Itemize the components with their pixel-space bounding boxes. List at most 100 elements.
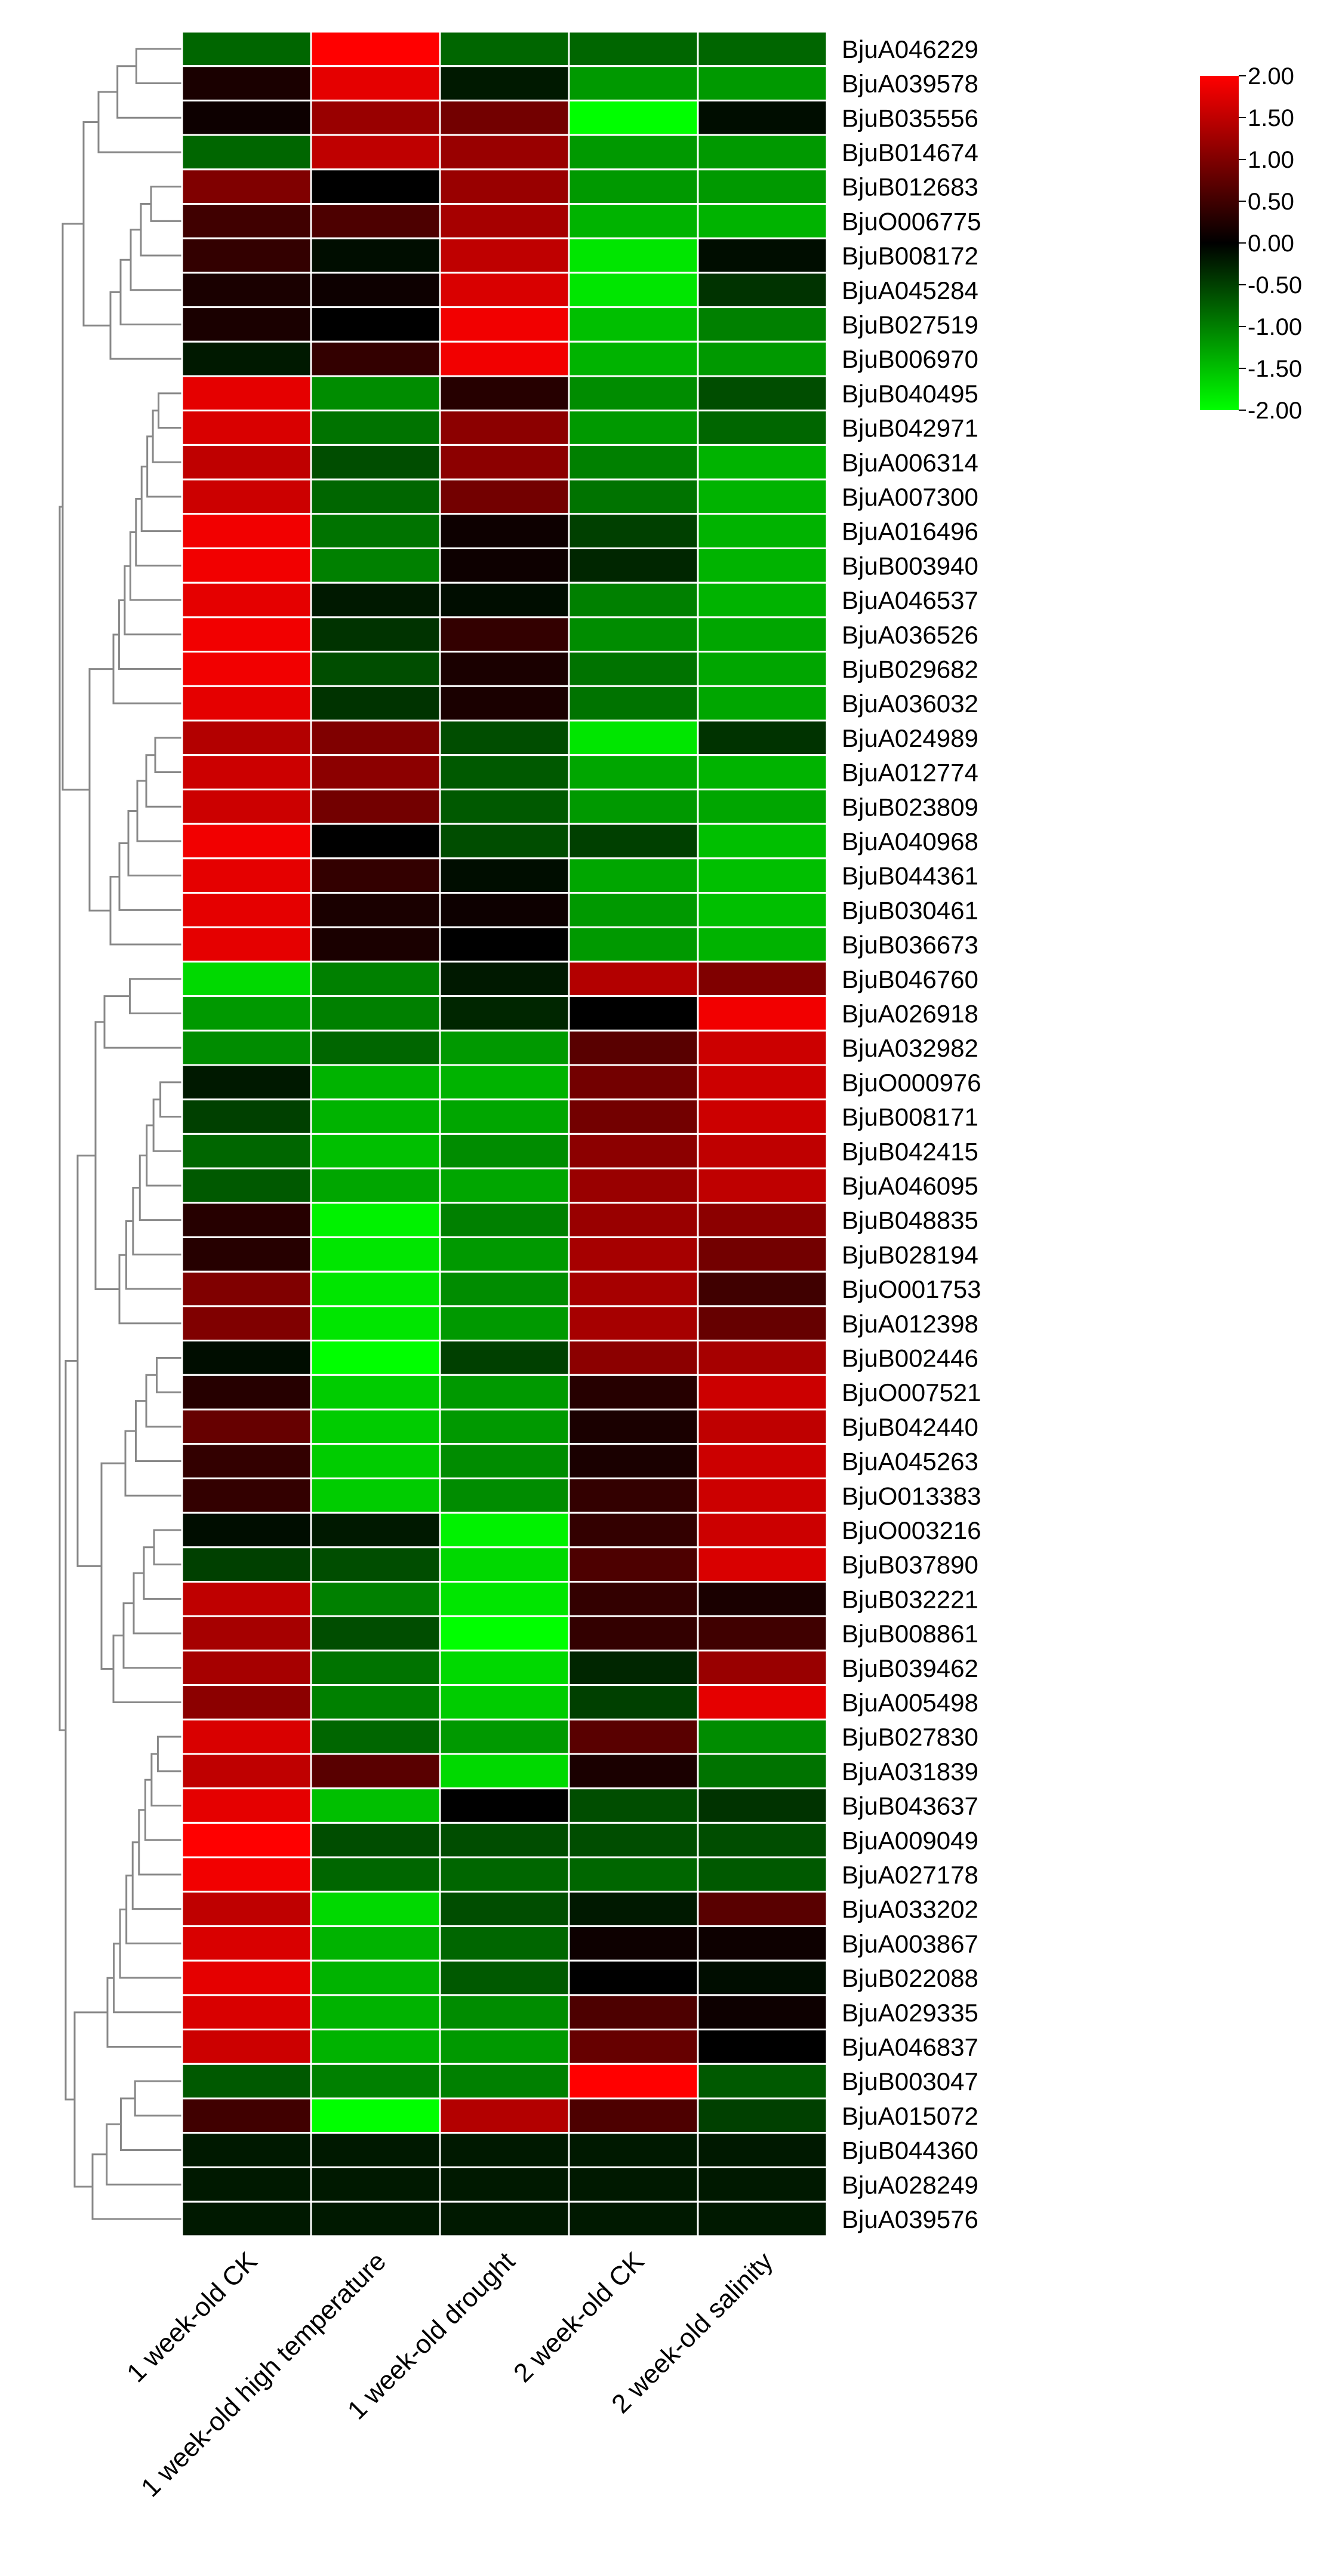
heatmap-cell — [181, 995, 312, 1032]
row-label: BjuB002446 — [842, 1344, 978, 1372]
row-label: BjuA045284 — [842, 276, 978, 304]
heatmap-cell — [181, 2132, 312, 2168]
heatmap-cell — [439, 1064, 570, 1101]
heatmap-cell — [568, 99, 699, 136]
heatmap-cell — [697, 1236, 828, 1273]
row-dendrogram — [59, 48, 182, 2220]
heatmap-cell — [310, 2097, 441, 2134]
heatmap-cell — [439, 1408, 570, 1445]
row-label: BjuA039576 — [842, 2205, 978, 2233]
heatmap-cell — [568, 719, 699, 756]
row-label: BjuB044361 — [842, 862, 978, 890]
heatmap-cell — [310, 272, 441, 309]
heatmap-cell — [310, 995, 441, 1032]
heatmap-cell — [697, 1064, 828, 1101]
row-label: BjuA012774 — [842, 759, 978, 787]
heatmap-cell — [439, 1029, 570, 1066]
heatmap-cell — [568, 1443, 699, 1479]
heatmap-cell — [181, 375, 312, 412]
dendrogram-branch — [143, 1546, 182, 1600]
dendrogram-branch — [150, 186, 182, 222]
heatmap-cell — [310, 1581, 441, 1617]
heatmap-cell — [439, 1821, 570, 1858]
heatmap-cell — [310, 2132, 441, 2168]
heatmap-cell — [439, 1340, 570, 1376]
heatmap-cell — [310, 1098, 441, 1135]
row-label: BjuO001753 — [842, 1275, 981, 1303]
heatmap-cell — [310, 1270, 441, 1307]
heatmap-cell — [181, 685, 312, 722]
heatmap-cell — [310, 581, 441, 618]
heatmap-cell — [310, 1167, 441, 1204]
heatmap-cell — [568, 1994, 699, 2031]
heatmap-cell — [310, 616, 441, 653]
heatmap-cell — [439, 99, 570, 136]
heatmap-cell — [181, 340, 312, 377]
heatmap-cell — [568, 1891, 699, 1928]
heatmap-cell — [310, 306, 441, 343]
heatmap-cell — [439, 2166, 570, 2203]
heatmap-cell — [439, 1649, 570, 1686]
heatmap-cell — [310, 513, 441, 549]
heatmap-cell — [310, 788, 441, 825]
heatmap-cell — [439, 272, 570, 309]
heatmap-cell — [310, 1340, 441, 1376]
heatmap-cell — [439, 410, 570, 446]
legend-tick-label: 0.00 — [1248, 230, 1294, 257]
row-label: BjuB039462 — [842, 1654, 978, 1682]
row-label: BjuB003047 — [842, 2067, 978, 2095]
heatmap-cell — [310, 1305, 441, 1342]
heatmap-cell — [310, 651, 441, 687]
heatmap-cell — [439, 1270, 570, 1307]
heatmap-cell — [181, 788, 312, 825]
row-label: BjuB037890 — [842, 1551, 978, 1579]
heatmap-cell — [439, 1959, 570, 1996]
heatmap-cell — [439, 892, 570, 928]
row-label: BjuA016496 — [842, 518, 978, 546]
row-label: BjuO000976 — [842, 1069, 981, 1097]
row-label: BjuB028194 — [842, 1241, 978, 1269]
heatmap-cell — [181, 1029, 312, 1066]
row-label: BjuA040968 — [842, 827, 978, 855]
heatmap-grid — [181, 30, 828, 2238]
heatmap-cell — [439, 1132, 570, 1169]
dendrogram-branch — [64, 1360, 78, 2101]
heatmap-cell — [310, 1787, 441, 1824]
heatmap-cell — [181, 65, 312, 101]
heatmap-cell — [310, 1408, 441, 1445]
heatmap-cell — [310, 65, 441, 101]
heatmap-cell — [697, 203, 828, 239]
legend-ticks: 2.00 1.50 1.00 0.50 0.00 -0.50 -1.00 -1.50 -2.00 — [1239, 63, 1302, 424]
heatmap-cell — [310, 1856, 441, 1893]
heatmap-cell — [568, 995, 699, 1032]
heatmap-cell — [310, 478, 441, 515]
heatmap-cell — [310, 375, 441, 412]
heatmap-cell — [697, 685, 828, 722]
row-label: BjuA031839 — [842, 1758, 978, 1786]
heatmap-cell — [697, 1270, 828, 1307]
heatmap-cell — [697, 65, 828, 101]
row-label: BjuA036032 — [842, 690, 978, 718]
heatmap-cell — [310, 823, 441, 860]
dendrogram-branch — [61, 223, 90, 791]
dendrogram-branch — [156, 1356, 182, 1393]
row-label: BjuB046760 — [842, 965, 978, 993]
heatmap-cell — [697, 478, 828, 515]
heatmap-cell — [568, 30, 699, 67]
heatmap-cell — [439, 581, 570, 618]
heatmap-cell — [439, 1374, 570, 1411]
heatmap-cell — [310, 1994, 441, 2031]
heatmap-cell — [439, 2132, 570, 2168]
heatmap-cell — [181, 1718, 312, 1755]
heatmap-cell — [310, 2063, 441, 2100]
heatmap-cell — [181, 1994, 312, 2031]
heatmap-cell — [697, 1994, 828, 2031]
heatmap-cell — [697, 857, 828, 894]
heatmap-cell — [181, 1270, 312, 1307]
row-label: BjuA029335 — [842, 1999, 978, 2027]
heatmap-cell — [568, 2166, 699, 2203]
dendrogram-branch — [130, 229, 182, 291]
dendrogram-branch — [153, 1529, 182, 1566]
heatmap-cell — [181, 581, 312, 618]
dendrogram-branch — [146, 1124, 182, 1187]
